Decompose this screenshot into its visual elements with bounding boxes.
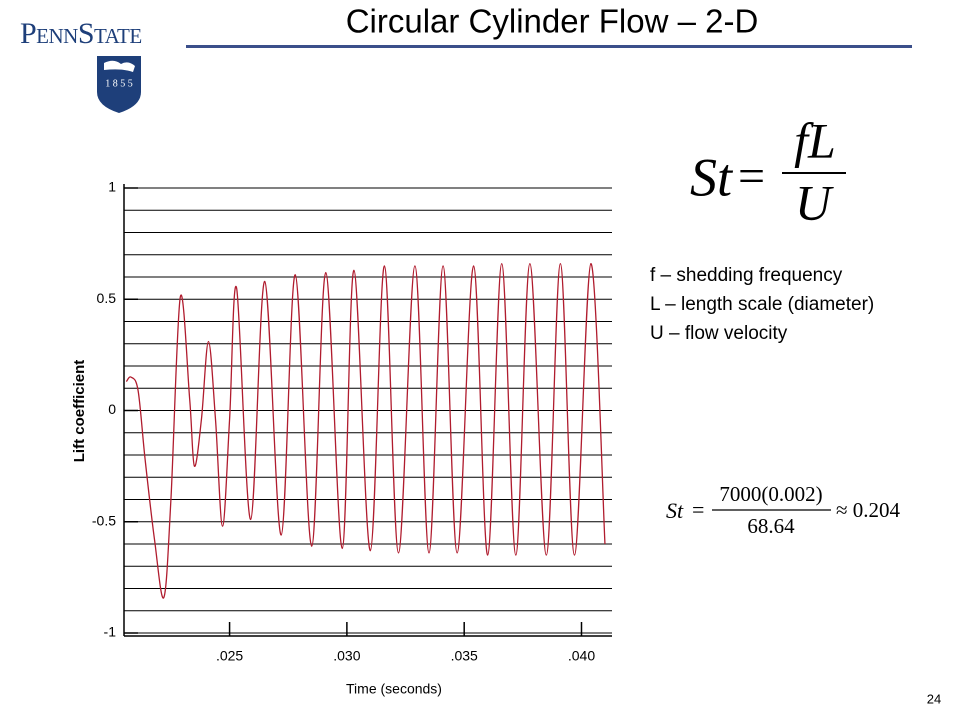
formula-numerator: fL <box>794 112 836 168</box>
note: L – length scale (diameter) <box>650 294 874 315</box>
y-tick-label: 0 <box>108 401 116 417</box>
y-axis-title: Lift coefficient <box>71 360 88 463</box>
x-axis-title: Time (seconds) <box>346 681 442 697</box>
formula-equals: = <box>738 150 765 203</box>
title-underline <box>186 45 912 48</box>
data-line <box>125 262 606 599</box>
logo-text: PennState <box>20 17 142 50</box>
note: U – flow velocity <box>650 323 788 344</box>
x-tick-label: .025 <box>216 648 243 664</box>
logo-lion <box>104 60 135 72</box>
example-lhs: St <box>666 498 684 523</box>
y-tick-label: -0.5 <box>92 512 116 528</box>
y-tick-label: -1 <box>104 624 117 640</box>
x-tick-label: .040 <box>568 648 595 664</box>
note: f – shedding frequency <box>650 265 843 286</box>
example-result: ≈ 0.204 <box>836 498 901 522</box>
slide-title: Circular Cylinder Flow – 2-D <box>346 3 759 40</box>
y-tick-label: 0.5 <box>97 290 117 306</box>
formula-lhs: St <box>690 147 734 207</box>
formula-denominator: U <box>795 174 834 230</box>
example-numerator: 7000(0.002) <box>719 482 822 506</box>
example-denominator: 68.64 <box>747 514 795 538</box>
y-tick-label: 1 <box>108 179 116 195</box>
x-tick-label: .035 <box>451 648 478 664</box>
logo-year: 1 8 5 5 <box>105 78 133 89</box>
page-number: 24 <box>927 691 941 706</box>
x-tick-label: .030 <box>333 648 360 664</box>
example-equals: = <box>692 497 704 522</box>
